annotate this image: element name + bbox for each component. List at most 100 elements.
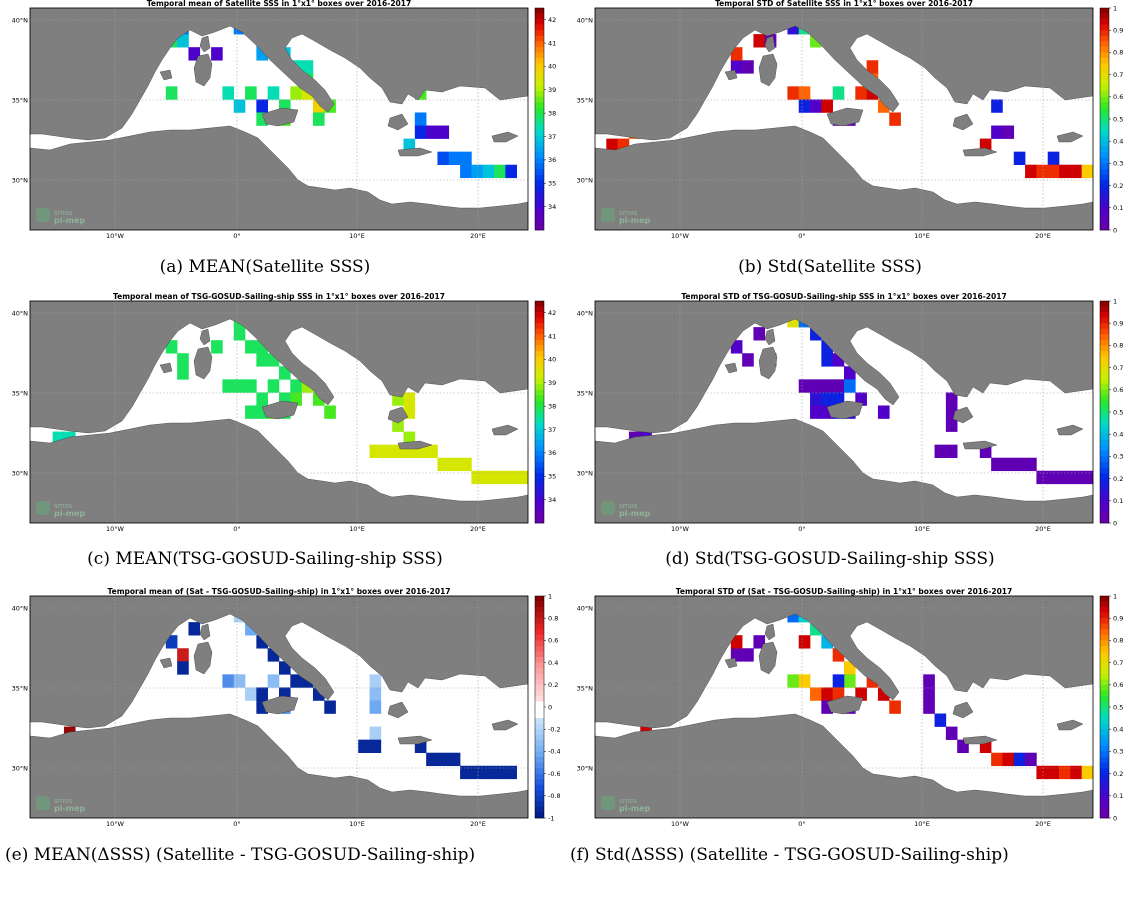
caption-f: (f) Std(ΔSSS) (Satellite - TSG-GOSUD-Sai… bbox=[570, 845, 1009, 865]
data-cell bbox=[753, 34, 766, 48]
data-cell bbox=[1081, 470, 1094, 485]
svg-text:smos: smos bbox=[54, 502, 73, 510]
caption-a: (a) MEAN(Satellite SSS) bbox=[159, 257, 371, 277]
land-island bbox=[962, 147, 998, 157]
colorbar-tick-label: 0 bbox=[1113, 226, 1117, 234]
data-cell bbox=[403, 138, 416, 152]
land-island bbox=[159, 362, 173, 374]
land-island bbox=[261, 400, 299, 420]
data-cell bbox=[1013, 457, 1026, 472]
svg-text:pi-mep: pi-mep bbox=[54, 216, 86, 225]
data-cell bbox=[991, 752, 1003, 767]
data-cell bbox=[267, 379, 280, 393]
land-europe bbox=[594, 300, 1094, 434]
colorbar-tick-label: 0.2 bbox=[1113, 770, 1123, 778]
data-cell bbox=[991, 457, 1003, 472]
map-frame bbox=[29, 7, 529, 231]
land-island bbox=[193, 641, 213, 675]
caption-e: (e) MEAN(ΔSSS) (Satellite - TSG-GOSUD-Sa… bbox=[5, 845, 476, 865]
data-cell bbox=[290, 392, 302, 406]
land-africa bbox=[29, 125, 529, 231]
land-europe bbox=[594, 595, 1094, 729]
lat-tick-label: 40°N bbox=[12, 17, 29, 25]
land-island bbox=[491, 424, 519, 436]
data-cell bbox=[494, 765, 506, 780]
land-island bbox=[387, 701, 409, 719]
colorbar-tick-label: 0.2 bbox=[1113, 182, 1123, 190]
data-cell bbox=[606, 138, 618, 152]
land-island bbox=[193, 53, 213, 87]
lat-tick-label: 40°N bbox=[577, 605, 594, 613]
data-cell bbox=[471, 765, 484, 780]
data-cell bbox=[866, 60, 879, 74]
data-cell bbox=[730, 60, 743, 74]
caption-c: (c) MEAN(TSG-GOSUD-Sailing-ship SSS) bbox=[87, 549, 443, 569]
lon-tick-label: 20°E bbox=[1035, 525, 1051, 533]
data-cell bbox=[403, 431, 416, 445]
data-cell bbox=[177, 353, 189, 367]
data-cell bbox=[742, 353, 754, 367]
data-cell bbox=[177, 648, 189, 662]
data-cell bbox=[832, 379, 845, 393]
data-cell bbox=[301, 60, 314, 74]
data-cell bbox=[810, 34, 822, 48]
data-cell bbox=[211, 47, 223, 61]
colorbar-tick-label: 0.1 bbox=[1113, 204, 1123, 212]
land-island bbox=[199, 328, 211, 346]
data-cell bbox=[437, 752, 450, 767]
data-cell bbox=[471, 164, 484, 179]
colorbar-tick-label: 42 bbox=[548, 309, 556, 317]
colorbar-tick-label: 35 bbox=[548, 473, 556, 481]
map-title: Temporal mean of (Sat - TSG-GOSUD-Sailin… bbox=[107, 588, 450, 596]
data-cell bbox=[844, 379, 856, 393]
lat-tick-label: 35°N bbox=[577, 685, 594, 693]
data-cell bbox=[832, 648, 845, 662]
data-cell bbox=[1059, 164, 1071, 179]
data-cell bbox=[324, 700, 336, 714]
data-cell bbox=[945, 726, 958, 740]
data-cell bbox=[730, 340, 743, 354]
data-cell bbox=[290, 674, 302, 688]
data-cell bbox=[460, 164, 472, 179]
lat-tick-label: 35°N bbox=[12, 97, 29, 105]
data-cell bbox=[256, 47, 268, 61]
lat-tick-label: 35°N bbox=[577, 390, 594, 398]
lon-tick-label: 0° bbox=[798, 820, 805, 828]
data-cell bbox=[810, 405, 822, 419]
data-cell bbox=[290, 379, 302, 393]
lat-tick-label: 30°N bbox=[12, 765, 29, 773]
svg-text:smos: smos bbox=[619, 797, 638, 805]
colorbar-tick-label: 0.8 bbox=[1113, 637, 1123, 645]
lat-tick-label: 30°N bbox=[577, 470, 594, 478]
map-title: Temporal mean of TSG-GOSUD-Sailing-ship … bbox=[113, 293, 445, 301]
data-cell bbox=[821, 340, 833, 354]
data-cell bbox=[1081, 765, 1094, 780]
data-cell bbox=[821, 405, 833, 419]
colorbar-tick-label: 0.6 bbox=[1113, 681, 1123, 689]
data-cell bbox=[369, 726, 382, 740]
lon-tick-label: 10°W bbox=[106, 232, 125, 240]
data-cell bbox=[979, 739, 992, 754]
colorbar-tick-label: 34 bbox=[548, 203, 556, 211]
data-cell bbox=[233, 99, 246, 113]
land-island bbox=[159, 657, 173, 669]
data-cell bbox=[165, 340, 178, 354]
map-title: Temporal STD of Satellite SSS in 1°x1° b… bbox=[715, 0, 973, 8]
data-cell bbox=[177, 34, 189, 48]
map-figure: Temporal STD of TSG-GOSUD-Sailing-ship S… bbox=[577, 293, 1124, 533]
data-cell bbox=[742, 60, 754, 74]
lon-tick-label: 10°W bbox=[671, 525, 690, 533]
data-cell bbox=[1059, 765, 1071, 780]
colorbar-tick-label: 40 bbox=[548, 356, 556, 364]
land-island bbox=[387, 113, 409, 131]
colorbar-tick-label: 1 bbox=[548, 592, 552, 600]
land-africa bbox=[594, 713, 1094, 819]
data-cell bbox=[877, 687, 890, 701]
lon-tick-label: 20°E bbox=[1035, 232, 1051, 240]
data-cell bbox=[821, 353, 833, 367]
colorbar-tick-label: 0.4 bbox=[1113, 726, 1123, 734]
data-cell bbox=[324, 405, 336, 419]
data-cell bbox=[979, 444, 992, 459]
data-cell bbox=[877, 405, 890, 419]
